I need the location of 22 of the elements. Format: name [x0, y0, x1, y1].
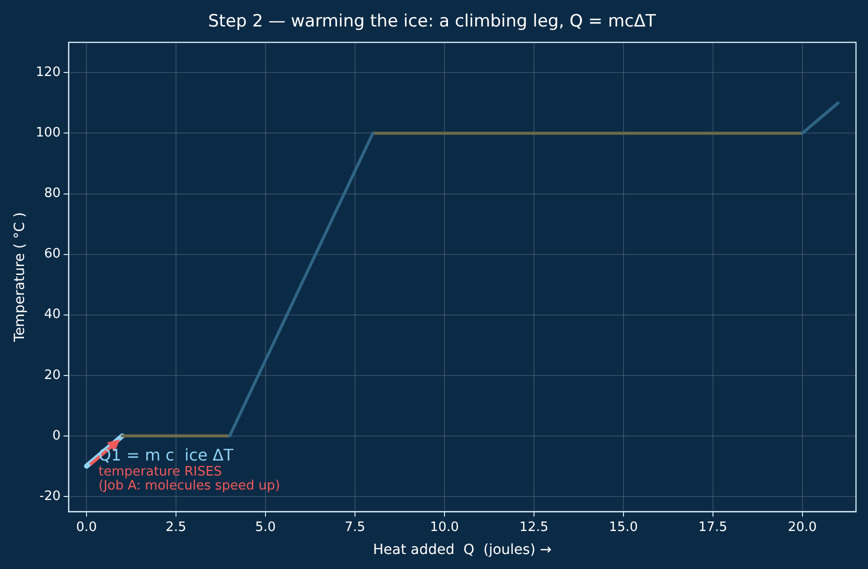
- x-axis-title: Heat added Q (joules) →: [373, 542, 552, 558]
- y-tick-label: 60: [44, 246, 61, 262]
- chart-title: Step 2 — warming the ice: a climbing leg, Q = mcΔT: [208, 12, 656, 32]
- y-axis-title: Temperature ( °C ): [12, 212, 28, 343]
- x-tick-label: 2.5: [166, 520, 186, 535]
- x-tick-label: 5.0: [255, 520, 276, 535]
- annotation: (Job A: molecules speed up): [98, 478, 280, 494]
- x-tick-label: 17.5: [698, 520, 728, 535]
- y-tick-label: 80: [44, 186, 61, 202]
- y-tick-label: 100: [36, 126, 61, 141]
- x-tick-label: 12.5: [519, 520, 548, 535]
- x-tick-label: 0.0: [76, 520, 97, 535]
- annotation: temperature RISES: [98, 464, 222, 480]
- x-tick-label: 15.0: [608, 520, 638, 535]
- y-tick-label: 0: [52, 428, 61, 444]
- x-tick-label: 20.0: [788, 520, 817, 535]
- x-tick-label: 7.5: [344, 520, 366, 535]
- y-tick-label: -20: [39, 488, 61, 504]
- y-tick-label: 20: [44, 368, 61, 383]
- y-tick-label: 40: [44, 307, 61, 322]
- x-tick-label: 10.0: [430, 520, 459, 535]
- y-tick-label: 120: [36, 65, 61, 80]
